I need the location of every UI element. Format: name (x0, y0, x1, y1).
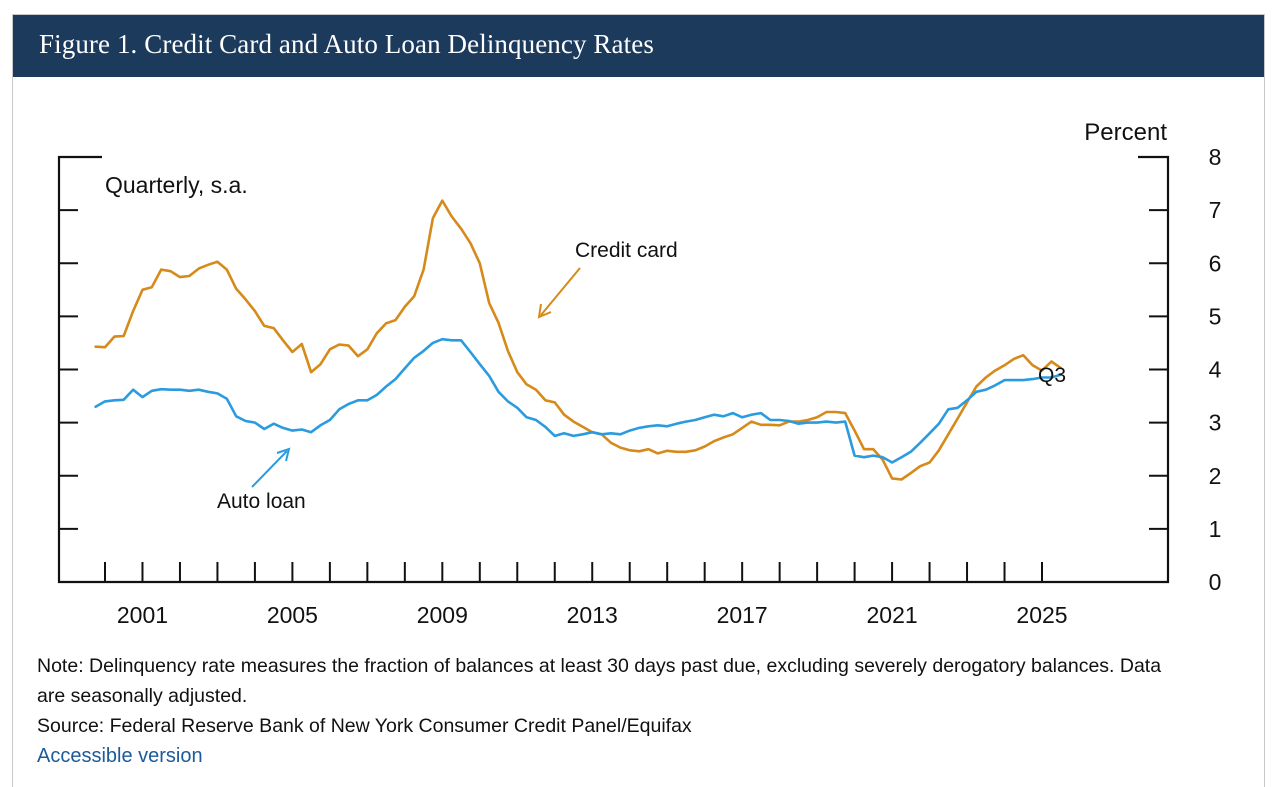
frequency-label: Quarterly, s.a. (105, 172, 248, 198)
credit-card-arrow (540, 267, 581, 316)
credit-card-line (94, 199, 1062, 481)
y-tick-label: 7 (1209, 197, 1222, 223)
y-tick-label: 5 (1209, 303, 1222, 329)
y-tick-label: 1 (1209, 516, 1222, 542)
series-lines (94, 199, 1062, 481)
y-tick-label: 8 (1209, 144, 1222, 170)
auto-loan-line (94, 337, 1062, 464)
figure-title: Figure 1. Credit Card and Auto Loan Deli… (39, 29, 654, 59)
x-tick-label: 2013 (567, 602, 618, 628)
y-tick-label: 0 (1209, 569, 1222, 595)
credit-card-arrowhead (537, 303, 552, 319)
y-tick-label: 2 (1209, 463, 1222, 489)
figure-note: Note: Delinquency rate measures the frac… (37, 655, 1162, 707)
y-tick-label: 3 (1209, 410, 1222, 436)
x-tick-label: 2025 (1016, 602, 1067, 628)
figure-container: Figure 1. Credit Card and Auto Loan Deli… (12, 14, 1265, 787)
credit-card-label: Credit card (575, 239, 678, 262)
plot-border (57, 155, 1170, 584)
auto-loan-label: Auto loan (217, 490, 306, 513)
figure-header: Figure 1. Credit Card and Auto Loan Deli… (13, 15, 1264, 77)
auto-loan-arrowhead (276, 447, 291, 462)
x-tick-label: 2021 (866, 602, 917, 628)
plot-frame (57, 155, 1170, 584)
y-axis: 0 1 2 3 4 5 6 7 8 (59, 144, 1222, 595)
x-tick-label: 2009 (417, 602, 468, 628)
annotations (251, 267, 581, 488)
y-axis-label: Percent (1084, 119, 1167, 146)
x-tick-label: 2001 (117, 602, 168, 628)
auto-loan-arrow (251, 450, 288, 488)
x-tick-label: 2005 (267, 602, 318, 628)
y-tick-label: 6 (1209, 250, 1222, 276)
accessible-version-link[interactable]: Accessible version (37, 745, 203, 767)
x-axis: 2001 2005 2009 2013 2017 2021 2025 (104, 562, 1068, 628)
y-tick-label: 4 (1209, 357, 1222, 383)
x-tick-label: 2017 (717, 602, 768, 628)
delinquency-line-chart: 0 1 2 3 4 5 6 7 8 2001 2005 2009 2013 2017 2021 2025 P… (57, 119, 1222, 628)
figure-source: Source: Federal Reserve Bank of New York… (37, 715, 692, 737)
q3-end-label: Q3 (1038, 364, 1066, 387)
